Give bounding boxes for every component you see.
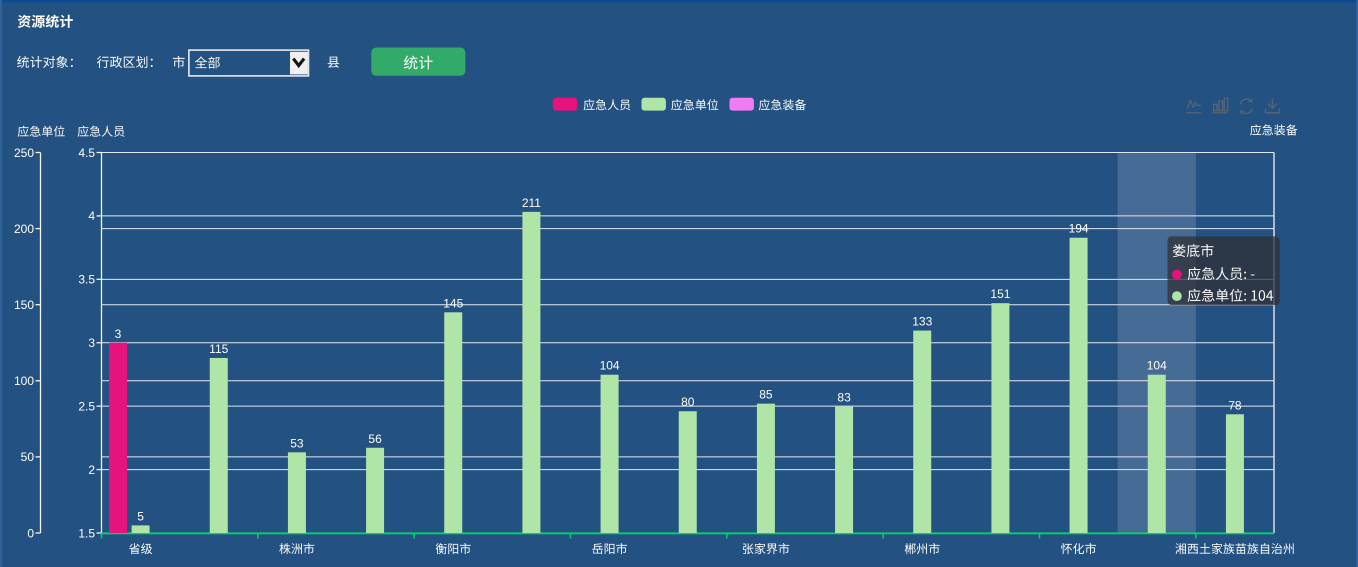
svg-text:100: 100 <box>14 374 34 388</box>
svg-text:151: 151 <box>990 287 1010 301</box>
svg-text:133: 133 <box>912 315 932 329</box>
svg-text:104: 104 <box>1147 359 1167 373</box>
svg-text:145: 145 <box>443 296 463 310</box>
svg-text:56: 56 <box>368 432 382 446</box>
svg-text:115: 115 <box>209 342 228 356</box>
svg-text:250: 250 <box>14 146 34 160</box>
svg-text:200: 200 <box>14 222 34 236</box>
svg-text:50: 50 <box>21 450 35 464</box>
svg-text:53: 53 <box>290 436 304 450</box>
svg-text:4: 4 <box>88 209 95 223</box>
svg-text:1.5: 1.5 <box>78 526 95 540</box>
svg-text:2: 2 <box>88 463 95 477</box>
svg-text:211: 211 <box>522 196 541 210</box>
svg-text:104: 104 <box>600 359 620 373</box>
svg-text:78: 78 <box>1228 398 1242 412</box>
svg-text:2.5: 2.5 <box>78 399 95 413</box>
svg-text:3.5: 3.5 <box>78 273 95 287</box>
svg-text:3: 3 <box>115 327 122 341</box>
svg-text:150: 150 <box>14 298 34 312</box>
svg-text:85: 85 <box>759 388 773 402</box>
svg-text:4.5: 4.5 <box>78 146 95 160</box>
svg-text:0: 0 <box>27 526 34 540</box>
svg-text:5: 5 <box>137 509 144 523</box>
svg-text:194: 194 <box>1069 222 1089 236</box>
svg-text:3: 3 <box>88 336 95 350</box>
svg-text:80: 80 <box>681 395 695 409</box>
svg-text:83: 83 <box>837 391 851 405</box>
